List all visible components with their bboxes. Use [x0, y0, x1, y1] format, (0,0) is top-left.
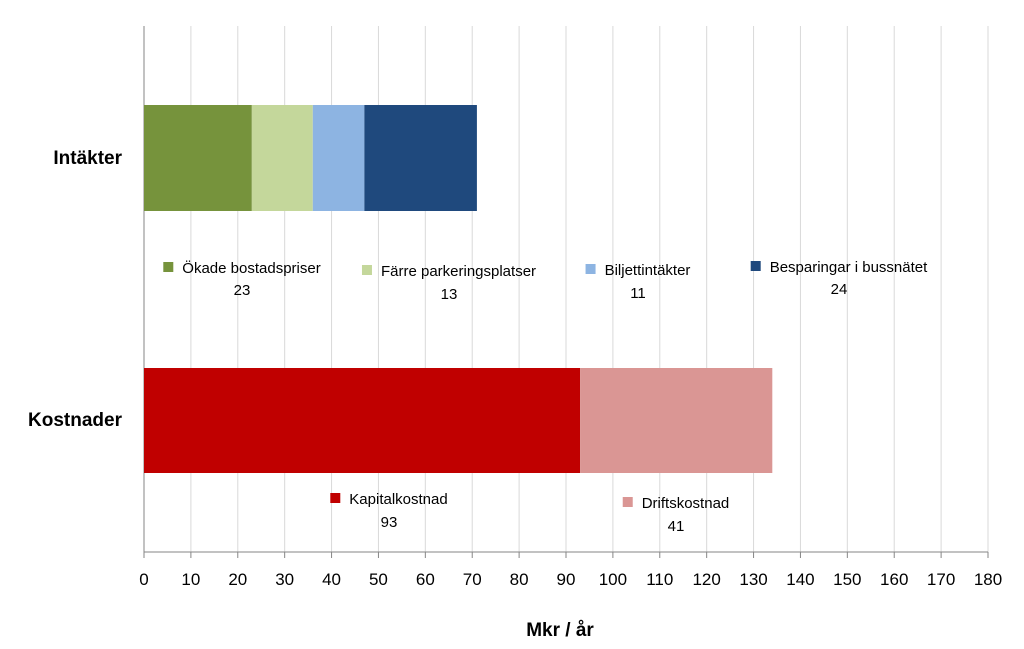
legend-swatch [622, 497, 633, 507]
segment-label: Ökade bostadspriser 23 [163, 259, 321, 299]
bar-segment [251, 105, 313, 211]
x-tick-label: 20 [228, 570, 247, 589]
x-tick-labels: 0 10 20 30 40 50 60 70 80 90 100 110 120 130 140 150 160… [139, 570, 1002, 589]
segment-name: Ökade bostadspriser [182, 259, 320, 277]
bars [144, 105, 773, 473]
segment-name: Driftskostnad [642, 495, 730, 512]
segment-value: 13 [441, 286, 458, 303]
x-tick-label: 40 [322, 570, 341, 589]
segment-value: 23 [234, 282, 251, 299]
x-tick-label: 70 [463, 570, 482, 589]
bar-segment [580, 368, 773, 473]
segment-value: 41 [668, 518, 685, 535]
legend-swatch [361, 265, 372, 275]
segment-label: Driftskostnad 41 [622, 495, 730, 535]
segment-label: Biljettintäkter 11 [585, 262, 691, 302]
segment-name: Biljettintäkter [605, 262, 691, 279]
bar-segment [312, 105, 365, 211]
bar-segment [144, 105, 252, 211]
bar-segment [144, 368, 581, 473]
x-tick-label: 180 [974, 570, 1002, 589]
x-tick-label: 90 [557, 570, 576, 589]
grid-lines [190, 26, 989, 552]
legend-swatch [163, 262, 174, 272]
segment-label: Kapitalkostnad 93 [330, 491, 448, 531]
segment-name: Kapitalkostnad [349, 491, 447, 508]
x-tick-label: 30 [275, 570, 294, 589]
x-tick-label: 160 [880, 570, 908, 589]
segment-label: Besparingar i bussnätet 24 [750, 259, 928, 298]
category-labels: Intäkter Kostnader [28, 148, 123, 431]
x-tick-label: 80 [510, 570, 529, 589]
segment-value: 93 [381, 514, 398, 531]
segment-name: Besparingar i bussnätet [770, 259, 928, 276]
segment-name: Färre parkeringsplatser [381, 263, 536, 280]
segment-labels: Ökade bostadspriser 23 Färre parkeringspla… [163, 259, 928, 535]
x-tick-marks [143, 552, 989, 558]
category-label: Kostnader [28, 410, 123, 431]
x-tick-label: 100 [599, 570, 627, 589]
x-tick-label: 50 [369, 570, 388, 589]
legend-swatch [585, 264, 596, 274]
x-tick-label: 120 [692, 570, 720, 589]
category-label: Intäkter [53, 148, 122, 169]
segment-label: Färre parkeringsplatser 13 [361, 263, 536, 303]
bar-segment [364, 105, 477, 211]
segment-value: 24 [831, 281, 848, 298]
x-tick-label: 170 [927, 570, 955, 589]
x-tick-label: 0 [139, 570, 148, 589]
x-tick-label: 130 [739, 570, 767, 589]
x-tick-label: 150 [833, 570, 861, 589]
segment-value: 11 [630, 285, 646, 302]
legend-swatch [750, 261, 761, 271]
x-tick-label: 60 [416, 570, 435, 589]
x-tick-label: 140 [786, 570, 814, 589]
x-tick-label: 10 [181, 570, 200, 589]
legend-swatch [330, 493, 341, 503]
x-axis-title: Mkr / år [526, 620, 594, 641]
x-tick-label: 110 [646, 570, 673, 589]
